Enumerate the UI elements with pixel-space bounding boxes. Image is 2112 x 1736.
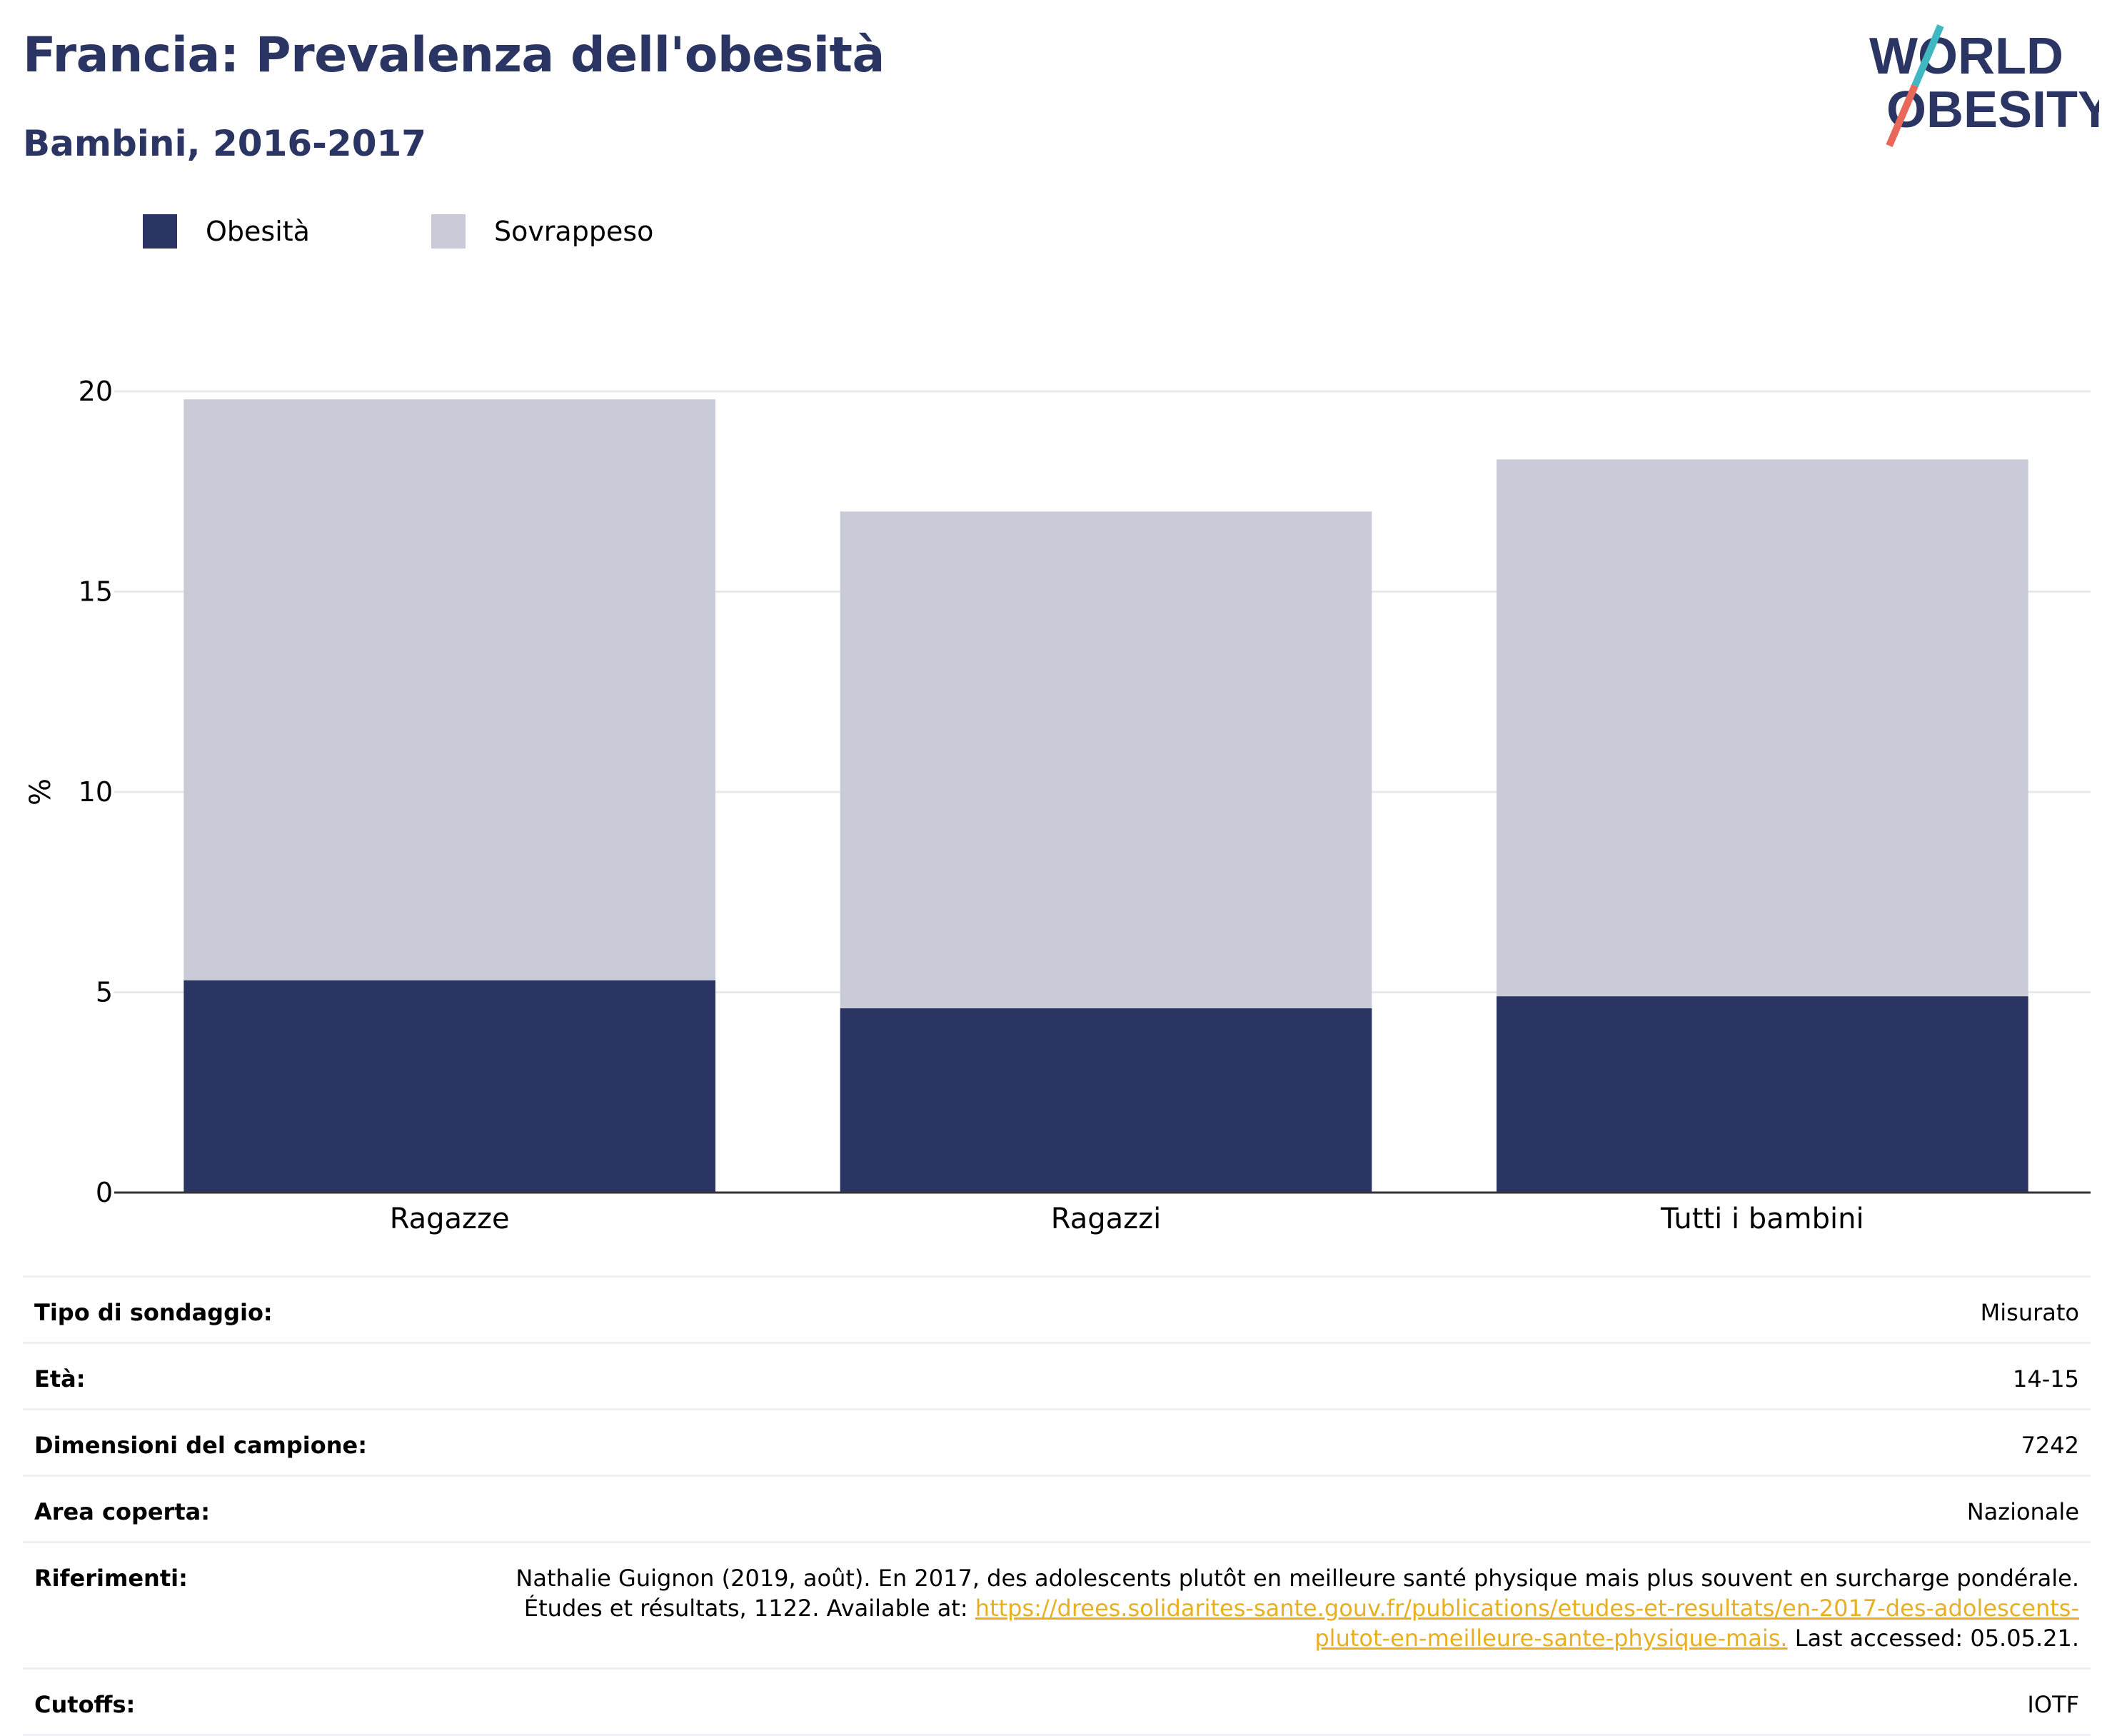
legend-item-obesity[interactable]: Obesità [143, 214, 310, 249]
x-tick-label: Ragazzi [1051, 1203, 1161, 1235]
logo-word-world: WORLD [1869, 28, 2063, 85]
info-value-age: 14-15 [2013, 1365, 2079, 1393]
reference-accessed: Last accessed: 05.05.21. [1787, 1625, 2079, 1652]
info-value-sample-size: 7242 [2021, 1432, 2079, 1459]
world-obesity-logo: WORLD OBESITY [1869, 24, 2099, 147]
x-tick-label: Tutti i bambini [1660, 1203, 1864, 1235]
logo-word-obesity: OBESITY [1886, 81, 2099, 139]
y-tick-label: 5 [96, 977, 113, 1008]
info-value-cutoffs: IOTF [2027, 1691, 2079, 1718]
bar-obesity [183, 980, 715, 1193]
y-tick-label: 10 [79, 776, 113, 808]
y-tick-label: 0 [96, 1177, 113, 1208]
reference-text: Nathalie Guignon (2019, août). En 2017, … [516, 1565, 2079, 1622]
info-label-cutoffs: Cutoffs: [34, 1691, 136, 1718]
legend-swatch-overweight [431, 214, 466, 249]
bar-obesity [840, 1008, 1372, 1193]
info-value-references: Nathalie Guignon (2019, août). En 2017, … [508, 1563, 2079, 1653]
info-row-survey-type: Tipo di sondaggio: Misurato [23, 1275, 2091, 1342]
info-row-references: Riferimenti: Nathalie Guignon (2019, aoû… [23, 1541, 2091, 1667]
y-axis-label: % [24, 778, 57, 806]
info-table: Tipo di sondaggio: Misurato Età: 14-15 D… [23, 1275, 2091, 1736]
y-tick-label: 20 [79, 376, 113, 407]
reference-link[interactable]: https://drees.solidarites-sante.gouv.fr/… [975, 1595, 2079, 1652]
y-tick-label: 15 [79, 576, 113, 608]
info-label-area: Area coperta: [34, 1498, 211, 1525]
bar-chart: 0 5 10 15 20% Ragazze Ragazzi Tutti i bambini [24, 376, 2091, 1235]
bar-overweight [840, 511, 1372, 1008]
logo-slash-bottom [1886, 84, 1919, 147]
info-value-survey-type: Misurato [1980, 1299, 2079, 1326]
chart-legend: Obesità Sovrappeso [143, 214, 775, 249]
info-label-survey-type: Tipo di sondaggio: [34, 1299, 273, 1326]
info-label-sample-size: Dimensioni del campione: [34, 1432, 368, 1459]
legend-label-overweight: Sovrappeso [493, 216, 654, 247]
info-row-cutoffs: Cutoffs: IOTF [23, 1667, 2091, 1736]
logo-slash-top [1911, 24, 1944, 87]
legend-item-overweight[interactable]: Sovrappeso [431, 214, 653, 249]
bar-overweight [183, 399, 715, 980]
legend-label-obesity: Obesità [206, 216, 310, 247]
chart-title: Francia: Prevalenza dell'obesità [23, 27, 885, 84]
legend-swatch-obesity [143, 214, 177, 249]
info-row-age: Età: 14-15 [23, 1342, 2091, 1408]
info-row-sample-size: Dimensioni del campione: 7242 [23, 1408, 2091, 1475]
bar-overweight [1497, 459, 2028, 997]
bar-obesity [1497, 996, 2028, 1193]
info-row-area: Area coperta: Nazionale [23, 1475, 2091, 1541]
info-label-references: Riferimenti: [34, 1565, 188, 1592]
chart-subtitle: Bambini, 2016-2017 [23, 123, 427, 164]
x-tick-label: Ragazze [390, 1203, 510, 1235]
info-value-area: Nazionale [1966, 1498, 2079, 1525]
info-label-age: Età: [34, 1365, 86, 1393]
